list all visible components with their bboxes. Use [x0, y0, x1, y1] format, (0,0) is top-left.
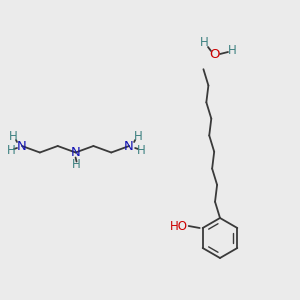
Text: H: H — [200, 37, 208, 50]
Text: H: H — [137, 143, 146, 157]
Text: O: O — [210, 49, 220, 62]
Text: HO: HO — [170, 220, 188, 232]
Text: H: H — [134, 130, 142, 143]
Text: N: N — [124, 140, 134, 152]
Text: H: H — [228, 44, 236, 56]
Text: H: H — [72, 158, 81, 171]
Text: N: N — [71, 146, 80, 159]
Text: N: N — [17, 140, 27, 152]
Text: H: H — [9, 130, 17, 143]
Text: H: H — [7, 145, 15, 158]
